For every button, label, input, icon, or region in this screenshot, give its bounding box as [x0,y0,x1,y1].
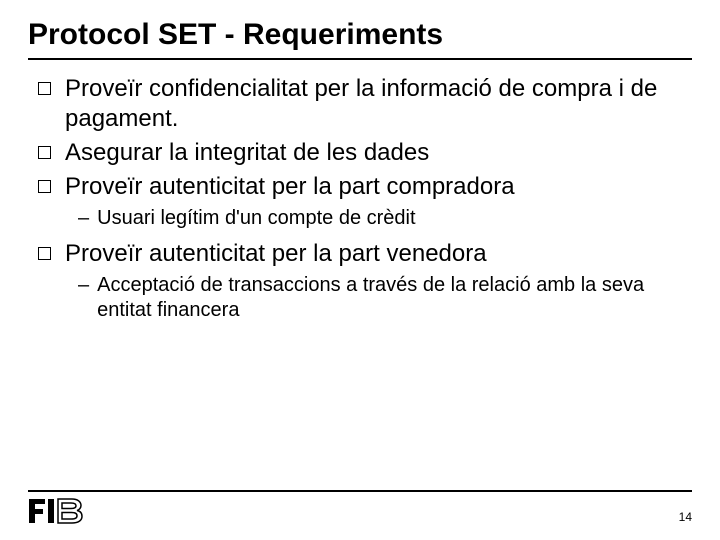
sub-list-item-text: Acceptació de transaccions a través de l… [97,273,692,323]
footer: 14 [28,490,692,524]
sub-list-item: – Usuari legítim d'un compte de crèdit [78,206,692,231]
dash-bullet-icon: – [78,206,89,231]
content-area: Proveïr confidencialitat per la informac… [28,74,692,323]
slide-title: Protocol SET - Requeriments [28,18,692,52]
square-bullet-icon [38,82,51,95]
square-bullet-icon [38,247,51,260]
page-number: 14 [679,510,692,524]
logo [28,498,84,524]
square-bullet-icon [38,180,51,193]
title-rule [28,58,692,60]
list-item: Asegurar la integritat de les dades [38,138,692,168]
list-item-text: Proveïr autenticitat per la part venedor… [65,239,487,269]
list-item-text: Proveïr autenticitat per la part comprad… [65,172,515,202]
list-item-text: Proveïr confidencialitat per la informac… [65,74,692,134]
list-item-text: Asegurar la integritat de les dades [65,138,429,168]
list-item: Proveïr confidencialitat per la informac… [38,74,692,134]
list-item: Proveïr autenticitat per la part comprad… [38,172,692,202]
sub-list-item: – Acceptació de transaccions a través de… [78,273,692,323]
fib-logo-icon [28,498,84,524]
sub-list-item-text: Usuari legítim d'un compte de crèdit [97,206,415,231]
sub-list: – Acceptació de transaccions a través de… [78,273,692,323]
footer-rule [28,490,692,492]
square-bullet-icon [38,146,51,159]
sub-list: – Usuari legítim d'un compte de crèdit [78,206,692,231]
dash-bullet-icon: – [78,273,89,298]
list-item: Proveïr autenticitat per la part venedor… [38,239,692,269]
